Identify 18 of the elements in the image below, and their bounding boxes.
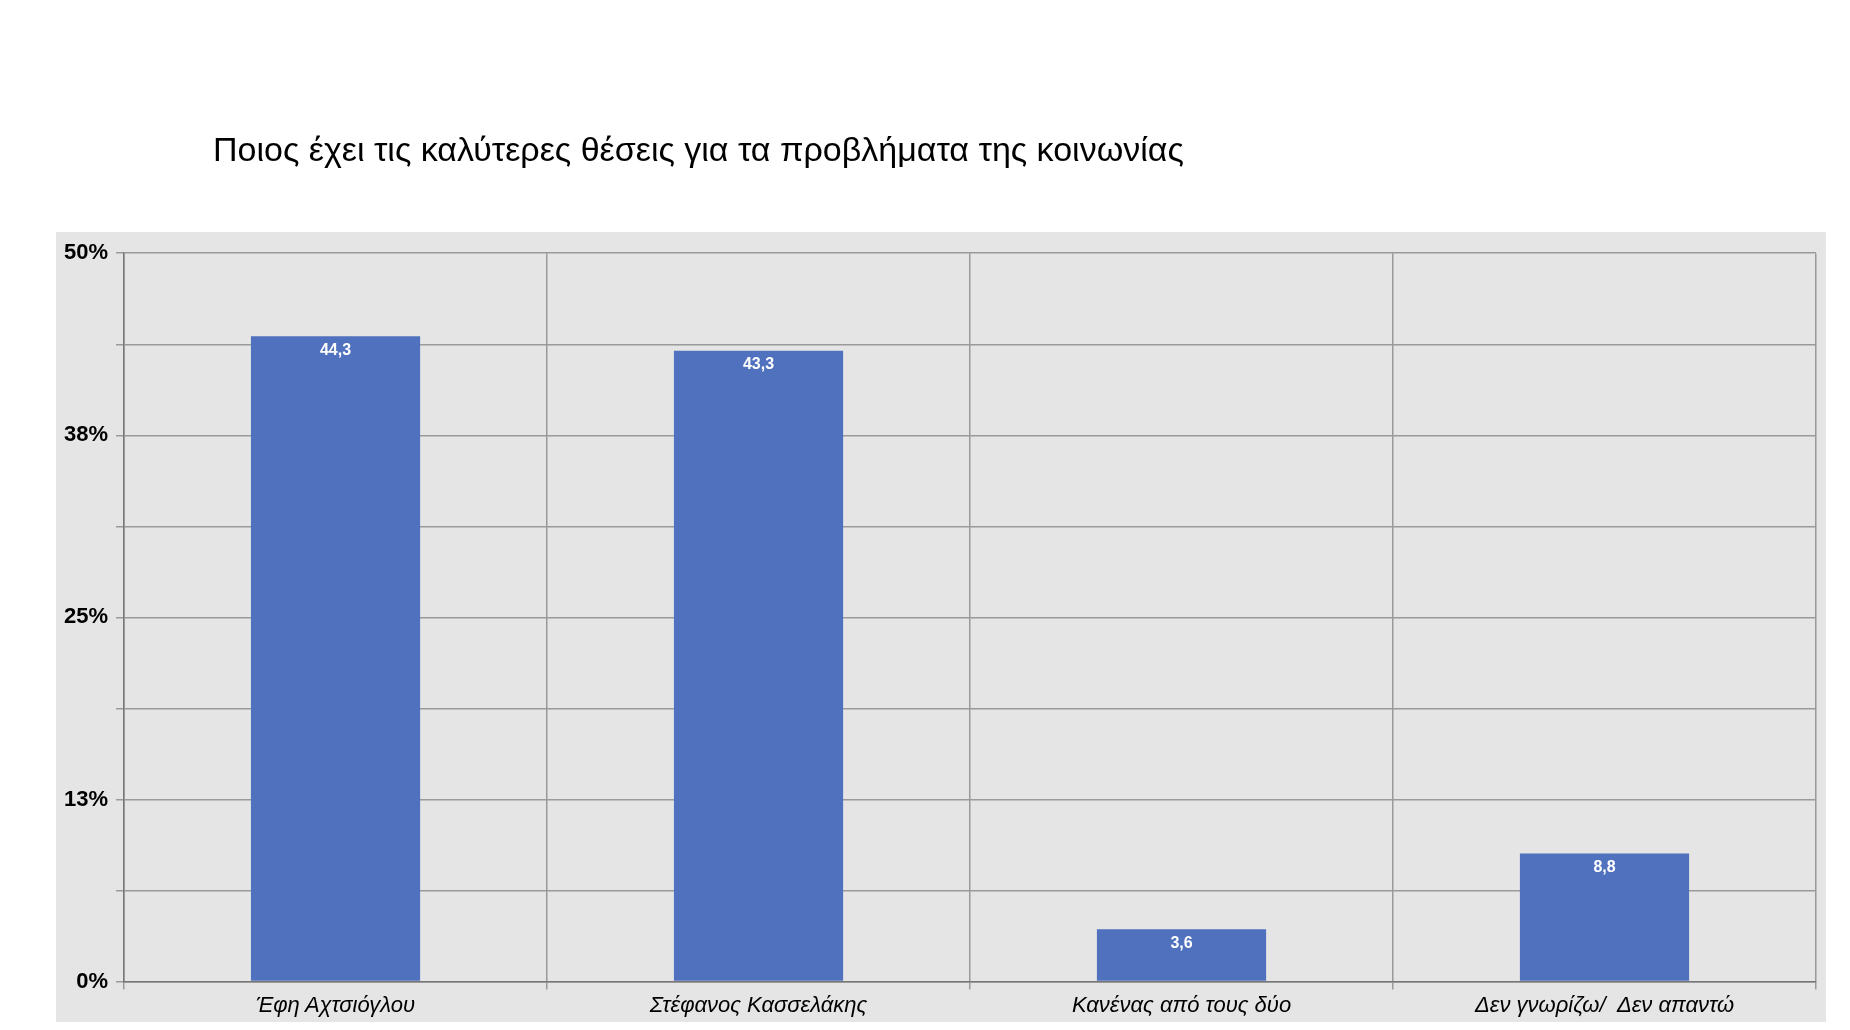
bar (250, 336, 421, 981)
x-tick-label: Δεν γνωρίζω/ Δεν απαντώ (1473, 991, 1735, 1017)
y-tick-label: 38% (63, 421, 109, 447)
y-tick-label: 0% (76, 967, 109, 993)
data-label: 43,3 (742, 355, 775, 373)
y-tick-label: 50% (63, 239, 109, 265)
bar (673, 350, 844, 981)
y-tick-label: 25% (63, 603, 109, 629)
bar (1519, 853, 1690, 981)
chart-title: Ποιος έχει τις καλύτερες θέσεις για τα προβλήματα της κοινωνίας (213, 130, 1184, 169)
data-label: 44,3 (319, 340, 352, 358)
bar (1096, 929, 1267, 981)
x-tick-label: Στέφανος Κασσελάκης (648, 991, 868, 1017)
x-tick-label: Κανένας από τους δύο (1071, 991, 1292, 1017)
x-tick-label: Έφη Αχτσιόγλου (255, 991, 416, 1017)
data-label: 3,6 (1170, 933, 1193, 951)
y-tick-label: 13% (63, 785, 109, 811)
data-label: 8,8 (1593, 857, 1616, 875)
